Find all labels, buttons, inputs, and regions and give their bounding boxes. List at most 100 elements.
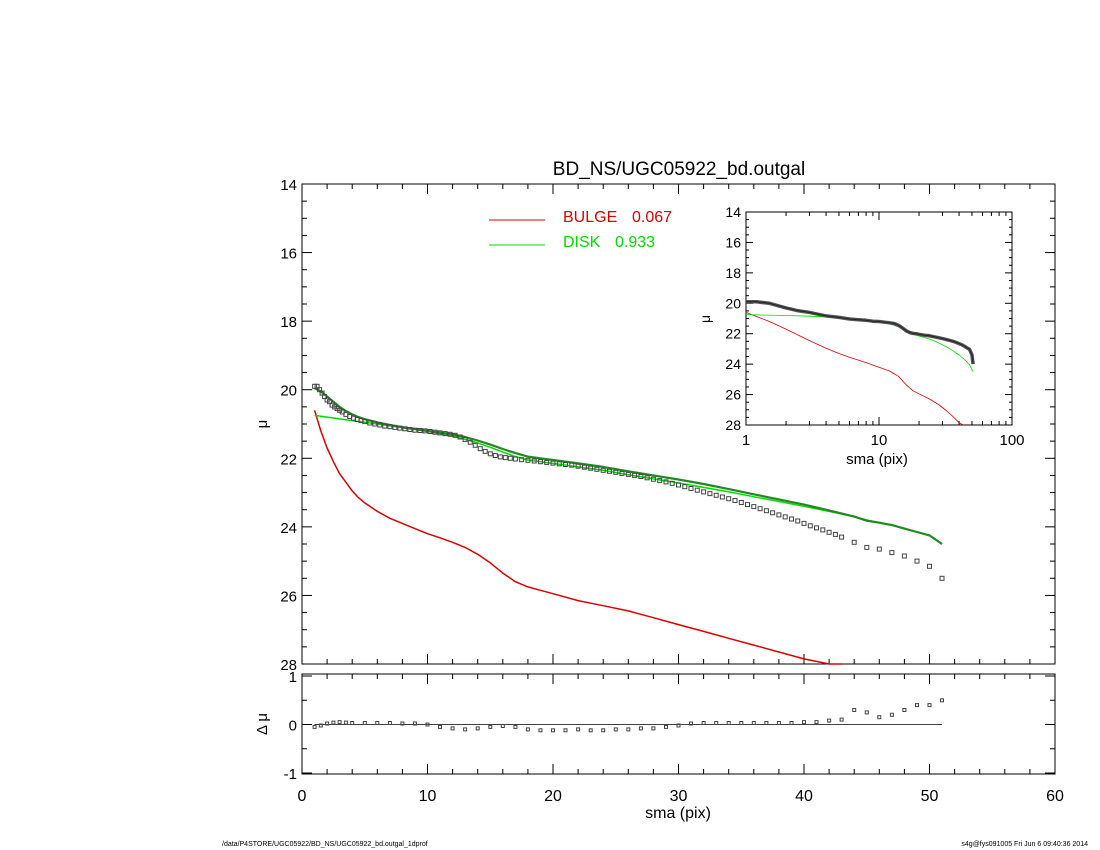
residual-point — [563, 728, 568, 733]
residual-point — [864, 710, 869, 715]
residual-point — [513, 724, 518, 729]
residual-point — [626, 727, 631, 732]
data-point — [392, 424, 398, 430]
residual-point — [425, 722, 430, 727]
residual-y-axis-label: Δ μ — [254, 713, 271, 735]
data-point — [387, 424, 393, 430]
data-point — [807, 523, 813, 529]
residual-point — [400, 721, 405, 726]
data-point — [707, 491, 713, 497]
data-point — [814, 525, 819, 531]
inset-x-axis-label: sma (pix) — [846, 451, 908, 468]
residual-x-tick-label: 30 — [670, 788, 688, 805]
main-y-tick-label: 16 — [280, 246, 297, 263]
residual-x-tick-label: 20 — [544, 788, 562, 805]
residual-point — [312, 724, 317, 729]
residual-point — [450, 726, 455, 731]
data-point — [688, 486, 694, 491]
data-point — [588, 465, 594, 471]
data-point — [575, 463, 581, 469]
residual-x-tick-label: 60 — [1046, 788, 1064, 805]
data-point — [525, 457, 531, 463]
data-point — [820, 527, 826, 533]
inset-y-tick-label: 28 — [725, 417, 741, 433]
data-point — [619, 470, 625, 476]
data-point — [694, 487, 700, 493]
data-point — [563, 462, 568, 467]
data-point — [382, 423, 388, 429]
residual-point — [475, 726, 480, 731]
data-point — [457, 434, 463, 440]
data-point — [437, 430, 443, 436]
data-point — [613, 469, 619, 475]
data-point — [477, 446, 483, 452]
inset-plot-frame — [745, 211, 1013, 426]
inset-y-tick-labels: 14 16 18 20 22 24 26 28 — [725, 204, 741, 433]
data-point — [914, 558, 920, 564]
residual-point — [877, 715, 882, 720]
inset-y-axis-label: μ — [697, 315, 713, 323]
data-point — [864, 544, 870, 550]
residual-point — [375, 721, 380, 725]
data-point — [502, 455, 508, 461]
data-point — [757, 506, 763, 512]
residual-point — [438, 724, 442, 729]
residual-point — [776, 721, 781, 725]
residual-x-tick-label: 0 — [298, 788, 307, 805]
residual-point — [387, 721, 392, 725]
data-point — [839, 534, 845, 540]
residual-y-tick-labels: 1 0 -1 — [284, 669, 297, 783]
main-y-axis-label: μ — [254, 420, 271, 429]
data-point — [462, 436, 468, 442]
residual-point — [927, 703, 932, 708]
data-point — [901, 553, 907, 559]
data-point — [594, 466, 600, 472]
data-point — [726, 496, 732, 502]
residual-point — [325, 721, 330, 726]
data-point — [544, 459, 550, 465]
data-point — [832, 531, 838, 537]
main-axis-ticks — [301, 183, 1056, 665]
residual-point — [802, 720, 806, 725]
legend-bulge-value: 0.067 — [632, 209, 672, 226]
data-point — [600, 467, 606, 473]
data-point — [851, 539, 857, 545]
residual-axis-ticks — [301, 674, 1056, 774]
residual-point — [500, 724, 505, 728]
residual-point — [852, 708, 857, 712]
data-point — [669, 480, 675, 486]
main-y-tick-label: 20 — [280, 383, 297, 400]
data-point — [447, 431, 453, 437]
residual-point — [551, 728, 555, 733]
residual-point — [714, 721, 719, 725]
data-point — [795, 518, 801, 524]
data-point — [538, 459, 543, 465]
residual-y-tick-label: 1 — [289, 669, 297, 686]
data-point — [927, 563, 932, 569]
residual-point — [350, 721, 355, 725]
data-point — [770, 510, 776, 516]
data-point — [407, 427, 413, 432]
data-point — [432, 429, 438, 435]
residual-point — [651, 726, 656, 731]
residual-panel: 10-1 0 10 20 30 40 50 60 Δ μ sma (pix) — [254, 669, 1064, 822]
data-point — [377, 422, 383, 428]
data-point — [638, 474, 644, 479]
residual-point — [638, 726, 643, 731]
main-y-tick-label: 28 — [280, 657, 297, 674]
residual-point — [601, 728, 606, 733]
data-point — [531, 458, 537, 464]
data-point — [412, 427, 418, 433]
residual-point — [343, 720, 348, 725]
residual-point — [331, 720, 336, 725]
residual-point — [701, 721, 706, 725]
data-point — [701, 489, 707, 495]
data-point — [801, 520, 807, 526]
data-point — [417, 428, 423, 433]
data-point — [650, 476, 656, 482]
data-point — [442, 431, 448, 437]
data-point — [732, 498, 738, 503]
residual-point — [739, 721, 744, 725]
footer-path: /data/P4STORE/UGC05922/BD_NS/UGC05922_bd… — [222, 841, 428, 848]
